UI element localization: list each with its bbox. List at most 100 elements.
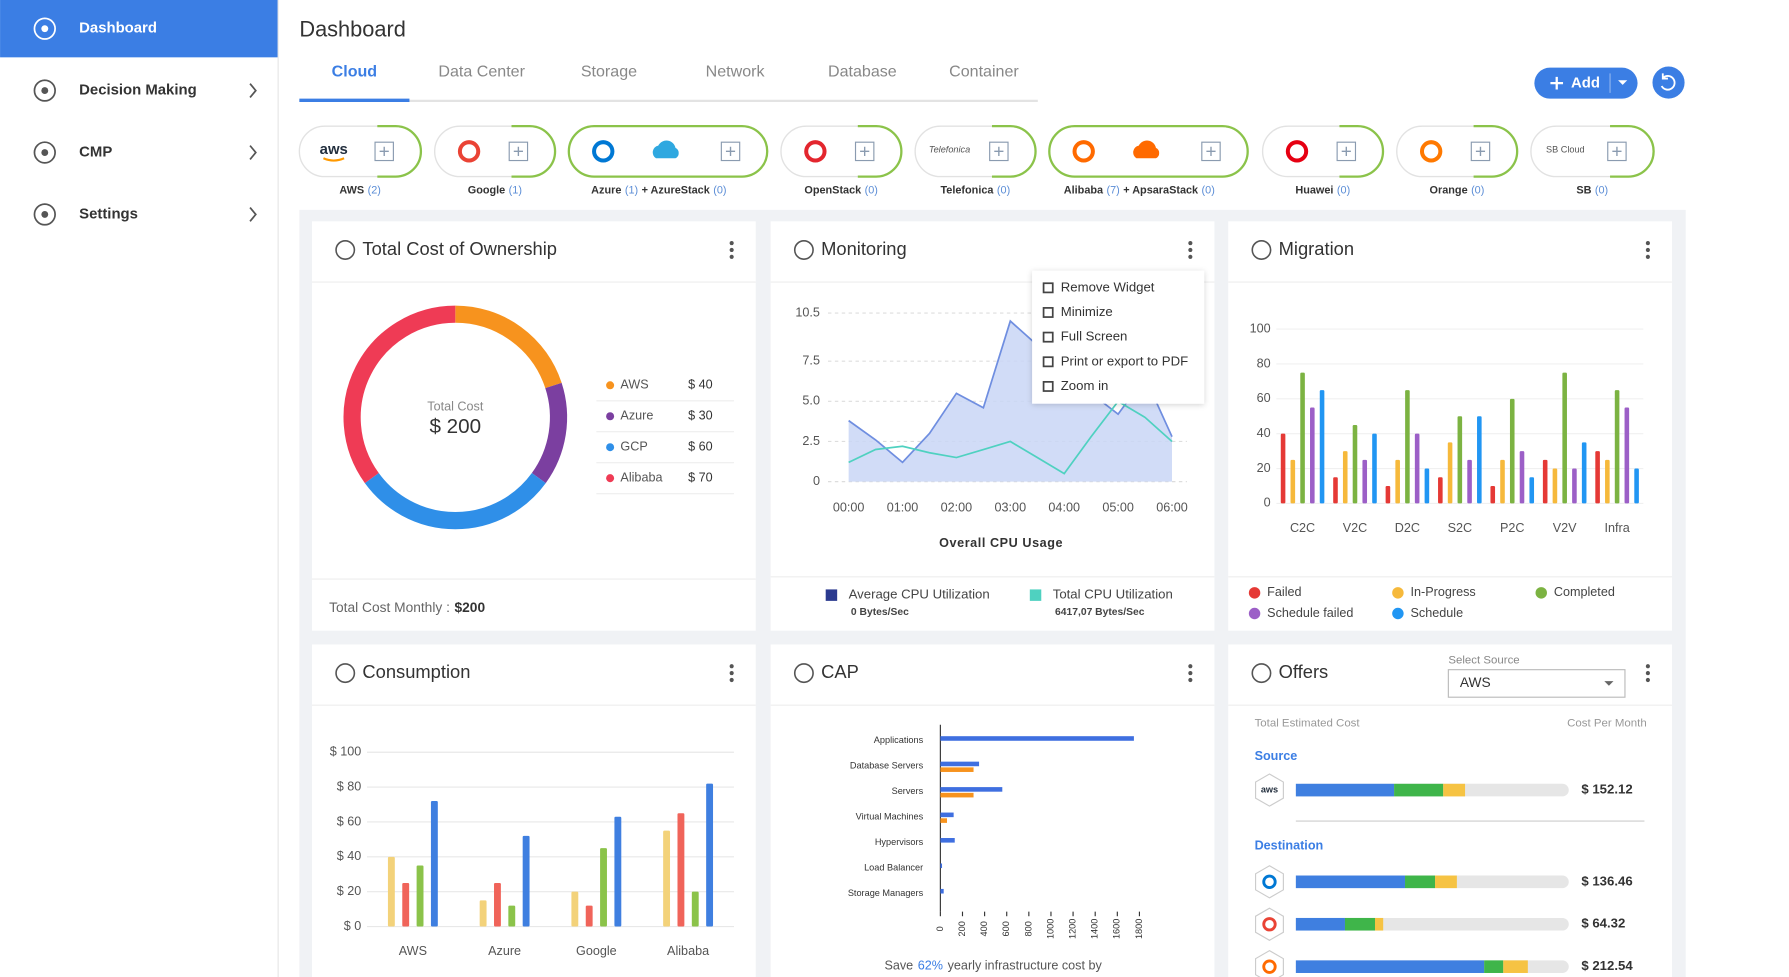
add-label: Add: [1571, 76, 1600, 92]
source-select[interactable]: [1447, 669, 1626, 698]
nav-item[interactable]: Settings: [79, 206, 138, 222]
provider-add-plus: [379, 146, 389, 156]
widget-menu-dot[interactable]: [729, 241, 734, 246]
y-tick-label: $ 20: [337, 884, 362, 898]
widget-menu-dot[interactable]: [729, 247, 734, 253]
bar: [1352, 424, 1358, 504]
bar: [479, 900, 487, 927]
y-tick-label: $ 0: [344, 919, 362, 933]
widget-menu-dot[interactable]: [1188, 254, 1193, 259]
y-tick-label: Virtual Machines: [856, 812, 924, 822]
provider-logo: [457, 140, 481, 163]
legend-value: $ 40: [688, 378, 713, 392]
provider-logo-text: SB Cloud: [1546, 145, 1585, 155]
widget-menu-dot[interactable]: [729, 677, 734, 683]
provider-label: AWS (2): [339, 184, 381, 196]
y-tick-label: Load Balancer: [864, 862, 923, 872]
bar-segment: [1344, 917, 1375, 931]
offer-cost: $ 212.54: [1581, 958, 1633, 973]
provider-tile[interactable]: [780, 125, 903, 178]
widget-menu-dot[interactable]: [1188, 664, 1193, 669]
bar-segment: [1503, 960, 1528, 973]
menu-item[interactable]: Print or export to PDF: [1061, 353, 1188, 368]
tab[interactable]: Cloud: [332, 62, 377, 80]
widget-menu-dot[interactable]: [1645, 664, 1650, 669]
y-tick-label: $ 100: [330, 745, 362, 759]
provider-tile[interactable]: [1396, 125, 1518, 178]
nav-item[interactable]: Dashboard: [79, 21, 157, 37]
widget-menu-dot[interactable]: [729, 664, 734, 669]
bar: [522, 835, 530, 927]
legend-value: $ 70: [688, 471, 713, 485]
y-tick-label: 80: [1257, 356, 1271, 370]
provider-label: Orange (0): [1430, 184, 1485, 196]
provider-add-plus: [1341, 146, 1351, 156]
y-tick-label: Database Servers: [850, 761, 924, 771]
bar: [585, 905, 593, 927]
donut-segment: [343, 305, 456, 484]
provider-tile[interactable]: [298, 125, 422, 178]
nav-item[interactable]: CMP: [79, 144, 112, 160]
widget-menu-dot[interactable]: [1188, 247, 1193, 253]
donut-segment: [364, 472, 546, 530]
x-tick-label: 1000: [1045, 919, 1055, 939]
y-tick-label: 0: [813, 474, 820, 488]
y-tick-label: 10.5: [795, 305, 820, 319]
provider-logo-2: [1133, 140, 1160, 159]
tab[interactable]: Container: [949, 62, 1019, 80]
provider-icon-logo: [1262, 874, 1277, 889]
footer-value: $200: [455, 599, 486, 614]
y-tick-label: 5.0: [802, 394, 820, 408]
menu-item[interactable]: Full Screen: [1061, 329, 1128, 344]
provider-label: SB (0): [1576, 184, 1608, 196]
menu-icon: [1042, 356, 1054, 368]
widget-menu-dot[interactable]: [1188, 677, 1193, 683]
tab[interactable]: Data Center: [438, 62, 525, 80]
widget-menu-dot[interactable]: [1645, 671, 1650, 676]
provider-tile[interactable]: [433, 125, 556, 178]
bar-segment: [1295, 960, 1485, 973]
widget-menu-dot[interactable]: [1645, 254, 1650, 259]
bar: [1581, 442, 1587, 504]
widget-card: [1228, 221, 1672, 631]
provider-icon: [1254, 773, 1284, 807]
bar: [508, 905, 516, 927]
provider-tile-accent: [1610, 124, 1655, 178]
widget-menu-dot[interactable]: [1645, 677, 1650, 683]
widget-menu-dot[interactable]: [1645, 247, 1650, 253]
widget-menu-dot[interactable]: [1645, 241, 1650, 246]
provider-label: Alibaba (7) + ApsaraStack (0): [1064, 184, 1215, 196]
widget-menu-dot[interactable]: [729, 671, 734, 676]
widget-menu-dot[interactable]: [1188, 671, 1193, 676]
legend-dot: [1248, 607, 1261, 620]
menu-item[interactable]: Zoom in: [1061, 378, 1109, 393]
tco-footer: Total Cost Monthly : $200: [329, 599, 485, 614]
bar-segment: [1295, 917, 1345, 931]
provider-name: Orange: [1430, 184, 1468, 196]
provider-tile[interactable]: [1261, 125, 1384, 178]
x-tick-label: 600: [1001, 921, 1011, 936]
bar: [600, 848, 607, 927]
x-tick-label: Infra: [1604, 521, 1630, 535]
nav-item[interactable]: Decision Making: [79, 83, 196, 99]
bar: [1467, 459, 1472, 504]
menu-icon: [1042, 380, 1054, 392]
add-button[interactable]: [1534, 67, 1638, 99]
y-tick-label: 40: [1257, 426, 1271, 440]
menu-item[interactable]: Minimize: [1061, 304, 1113, 319]
tab[interactable]: Network: [706, 62, 766, 80]
tab[interactable]: Storage: [581, 62, 637, 80]
menu-item[interactable]: Remove Widget: [1061, 279, 1155, 294]
widget-menu-dot[interactable]: [1188, 241, 1193, 246]
provider-logo-text: aws: [320, 142, 348, 158]
donut-center-label: Total Cost: [427, 399, 484, 413]
widget-icon: [793, 240, 814, 260]
legend-value: $ 30: [688, 409, 713, 423]
y-tick-label: Applications: [874, 735, 924, 745]
refresh-button[interactable]: [1652, 66, 1685, 99]
widget-menu-dot[interactable]: [729, 254, 734, 259]
bar: [1562, 372, 1567, 504]
tab[interactable]: Database: [828, 62, 897, 80]
bar-segment: [1435, 875, 1457, 889]
donut-segment: [531, 382, 568, 484]
